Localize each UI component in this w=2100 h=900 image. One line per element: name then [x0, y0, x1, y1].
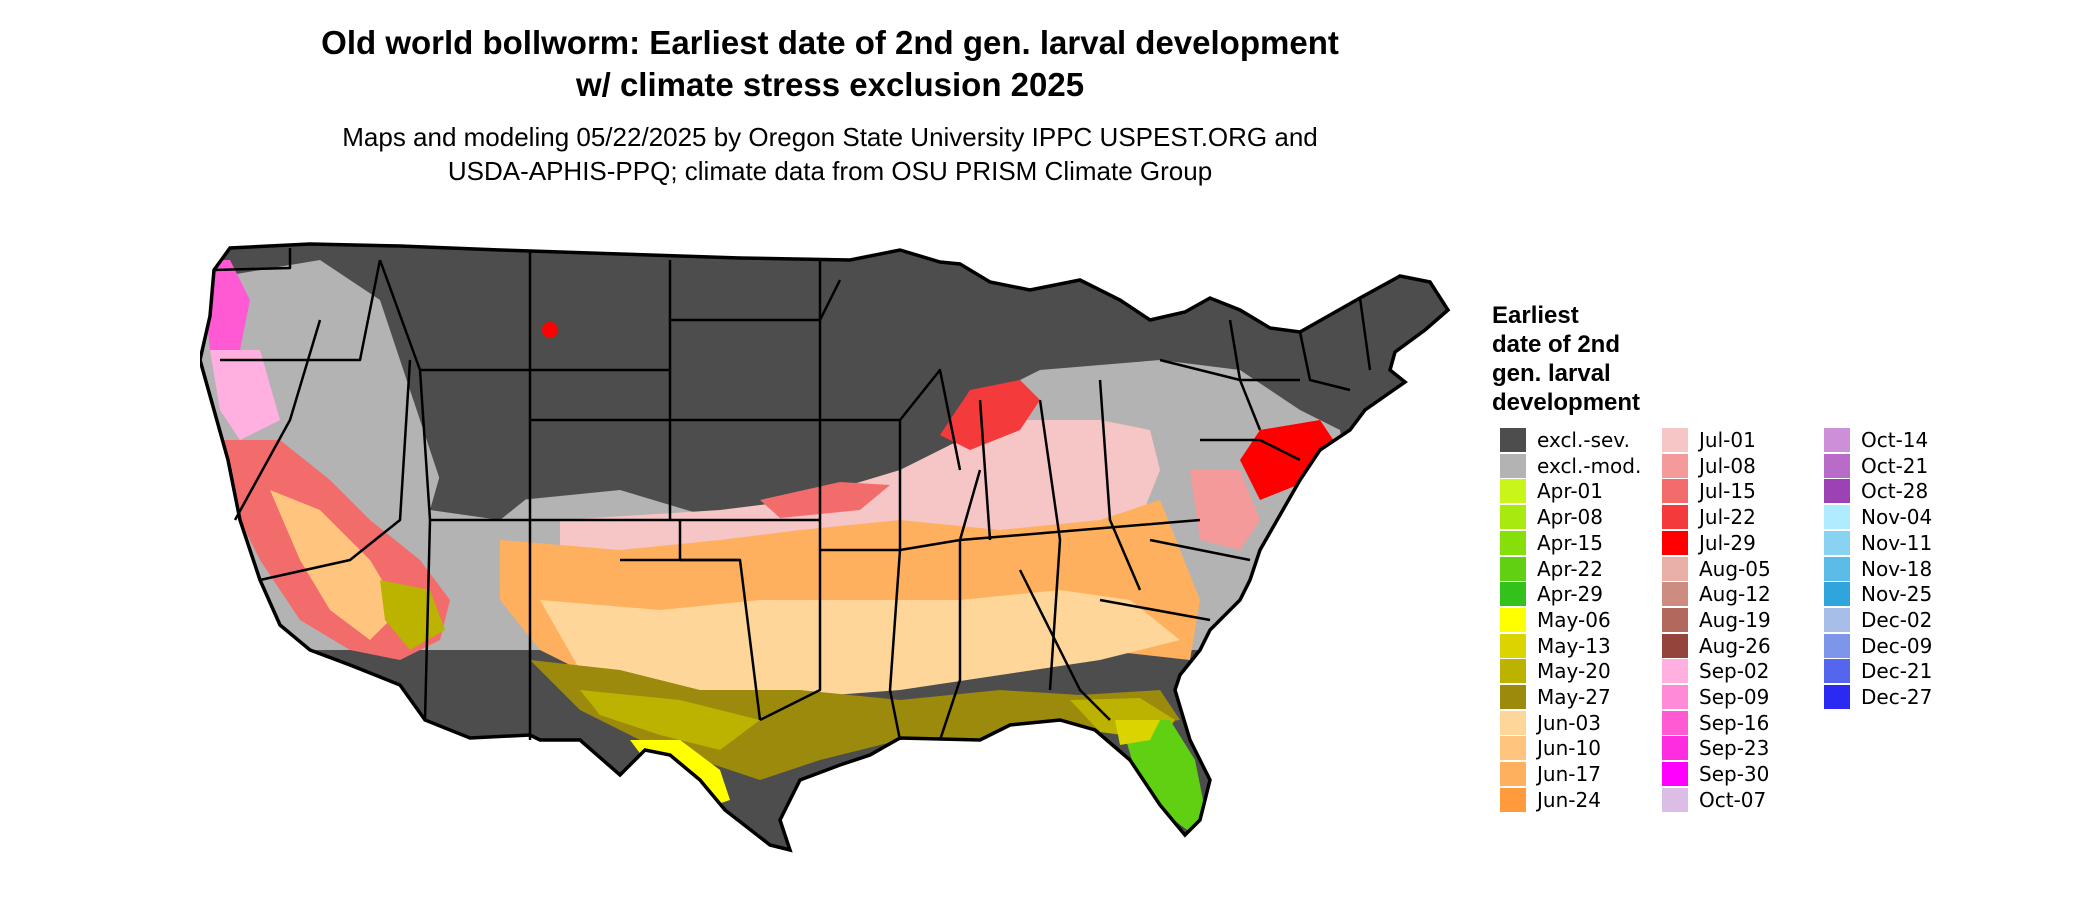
- legend-swatch: [1662, 659, 1688, 684]
- map-title-line-2: w/ climate stress exclusion 2025: [575, 66, 1085, 103]
- legend-swatch: [1824, 428, 1850, 452]
- legend-label: May-20: [1537, 659, 1611, 684]
- legend-swatch: [1500, 736, 1526, 761]
- state-boundaries: [213, 248, 1372, 741]
- legend-label: Aug-05: [1699, 556, 1771, 581]
- legend-swatch: [1662, 505, 1688, 530]
- legend-label: Jun-03: [1537, 710, 1601, 735]
- map-subtitle: Maps and modeling 05/22/2025 by Oregon S…: [180, 120, 1480, 188]
- us-map: [200, 242, 1450, 852]
- legend-label: Apr-08: [1537, 505, 1603, 530]
- map-title-line-1: Old world bollworm: Earliest date of 2nd…: [321, 24, 1339, 61]
- legend-swatch: [1500, 659, 1526, 684]
- legend-swatch: [1500, 479, 1526, 504]
- legend-title-line: Earliest: [1492, 302, 1579, 329]
- legend-label: May-06: [1537, 607, 1611, 632]
- legend-label: May-27: [1537, 685, 1611, 709]
- legend-label: Aug-26: [1699, 633, 1771, 658]
- legend-swatch: [1824, 530, 1850, 555]
- legend-swatch: [1824, 505, 1850, 530]
- legend-swatch: [1824, 479, 1850, 504]
- legend-swatch: [1662, 530, 1688, 555]
- legend-label: Apr-01: [1537, 479, 1603, 504]
- legend-label: Oct-21: [1861, 453, 1929, 478]
- legend-swatch: [1662, 479, 1688, 504]
- legend-label: Oct-07: [1699, 787, 1767, 812]
- legend-swatch: [1500, 582, 1526, 607]
- legend-swatch: [1500, 453, 1526, 478]
- legend-label: Apr-22: [1537, 556, 1603, 581]
- legend-label: excl.-mod.: [1537, 453, 1642, 478]
- legend-swatch: [1500, 633, 1526, 658]
- legend-label: Sep-23: [1699, 736, 1770, 761]
- legend-label: Sep-02: [1699, 659, 1770, 684]
- legend-title-line: development: [1492, 389, 1641, 416]
- legend-label: May-13: [1537, 633, 1611, 658]
- legend-swatch: [1500, 505, 1526, 530]
- legend-title-line: gen. larval: [1492, 360, 1611, 387]
- legend-swatch: [1662, 710, 1688, 735]
- map-subtitle-line-2: USDA-APHIS-PPQ; climate data from OSU PR…: [447, 156, 1213, 186]
- legend-label: Jul-01: [1699, 428, 1756, 452]
- legend-swatch: [1500, 428, 1526, 452]
- legend-swatch: [1824, 607, 1850, 632]
- legend-swatch: [1662, 633, 1688, 658]
- legend-label: Apr-15: [1537, 530, 1603, 555]
- legend-swatch: [1500, 787, 1526, 812]
- legend-label: Apr-29: [1537, 582, 1603, 607]
- legend-swatch: [1662, 556, 1688, 581]
- legend-swatch: [1824, 556, 1850, 581]
- legend-swatch: [1500, 607, 1526, 632]
- legend-swatch: [1500, 762, 1526, 787]
- legend-label: Jul-15: [1699, 479, 1756, 504]
- legend-label: Aug-12: [1699, 582, 1771, 607]
- legend-label: Jul-22: [1699, 505, 1756, 530]
- legend-label: Jun-24: [1537, 787, 1601, 812]
- legend-swatch: [1662, 685, 1688, 709]
- legend-swatch: [1500, 530, 1526, 555]
- legend-swatch: [1824, 633, 1850, 658]
- legend-label: Jun-10: [1537, 736, 1601, 761]
- legend-label: Dec-21: [1861, 659, 1933, 684]
- legend-swatch: [1662, 787, 1688, 812]
- legend-swatch: [1662, 582, 1688, 607]
- legend-label: Jul-08: [1699, 453, 1756, 478]
- legend-swatch: [1824, 685, 1850, 709]
- legend-title-line: date of 2nd: [1492, 331, 1621, 358]
- legend-label: Nov-25: [1861, 582, 1933, 607]
- legend-label: Sep-09: [1699, 685, 1770, 709]
- legend-title: Earliest date of 2nd gen. larval develop…: [1492, 301, 1732, 417]
- legend-swatch: [1662, 428, 1688, 452]
- map-subtitle-line-1: Maps and modeling 05/22/2025 by Oregon S…: [342, 122, 1318, 152]
- map-fill-layer: [200, 244, 1448, 850]
- map-title: Old world bollworm: Earliest date of 2nd…: [180, 22, 1480, 106]
- legend-label: Nov-04: [1861, 505, 1933, 530]
- legend-swatch: [1662, 607, 1688, 632]
- legend-swatch: [1500, 685, 1526, 709]
- legend-swatch: [1824, 582, 1850, 607]
- legend-label: Oct-14: [1861, 428, 1929, 452]
- legend-label: Dec-02: [1861, 607, 1933, 632]
- legend-label: Aug-19: [1699, 607, 1771, 632]
- legend-swatch: [1500, 556, 1526, 581]
- legend-swatch: [1824, 659, 1850, 684]
- legend-label: Dec-27: [1861, 685, 1933, 709]
- legend-swatch: [1662, 762, 1688, 787]
- legend-swatch: [1662, 453, 1688, 478]
- legend-label: excl.-sev.: [1537, 428, 1630, 452]
- legend-swatch: [1662, 736, 1688, 761]
- legend-label: Nov-11: [1861, 530, 1933, 555]
- legend-label: Jun-17: [1537, 762, 1601, 787]
- legend-swatch: [1824, 453, 1850, 478]
- legend-label: Nov-18: [1861, 556, 1933, 581]
- legend-label: Dec-09: [1861, 633, 1933, 658]
- legend-label: Oct-28: [1861, 479, 1929, 504]
- legend-label: Sep-30: [1699, 762, 1770, 787]
- legend-swatch: [1500, 710, 1526, 735]
- legend-label: Jul-29: [1699, 530, 1756, 555]
- legend-label: Sep-16: [1699, 710, 1770, 735]
